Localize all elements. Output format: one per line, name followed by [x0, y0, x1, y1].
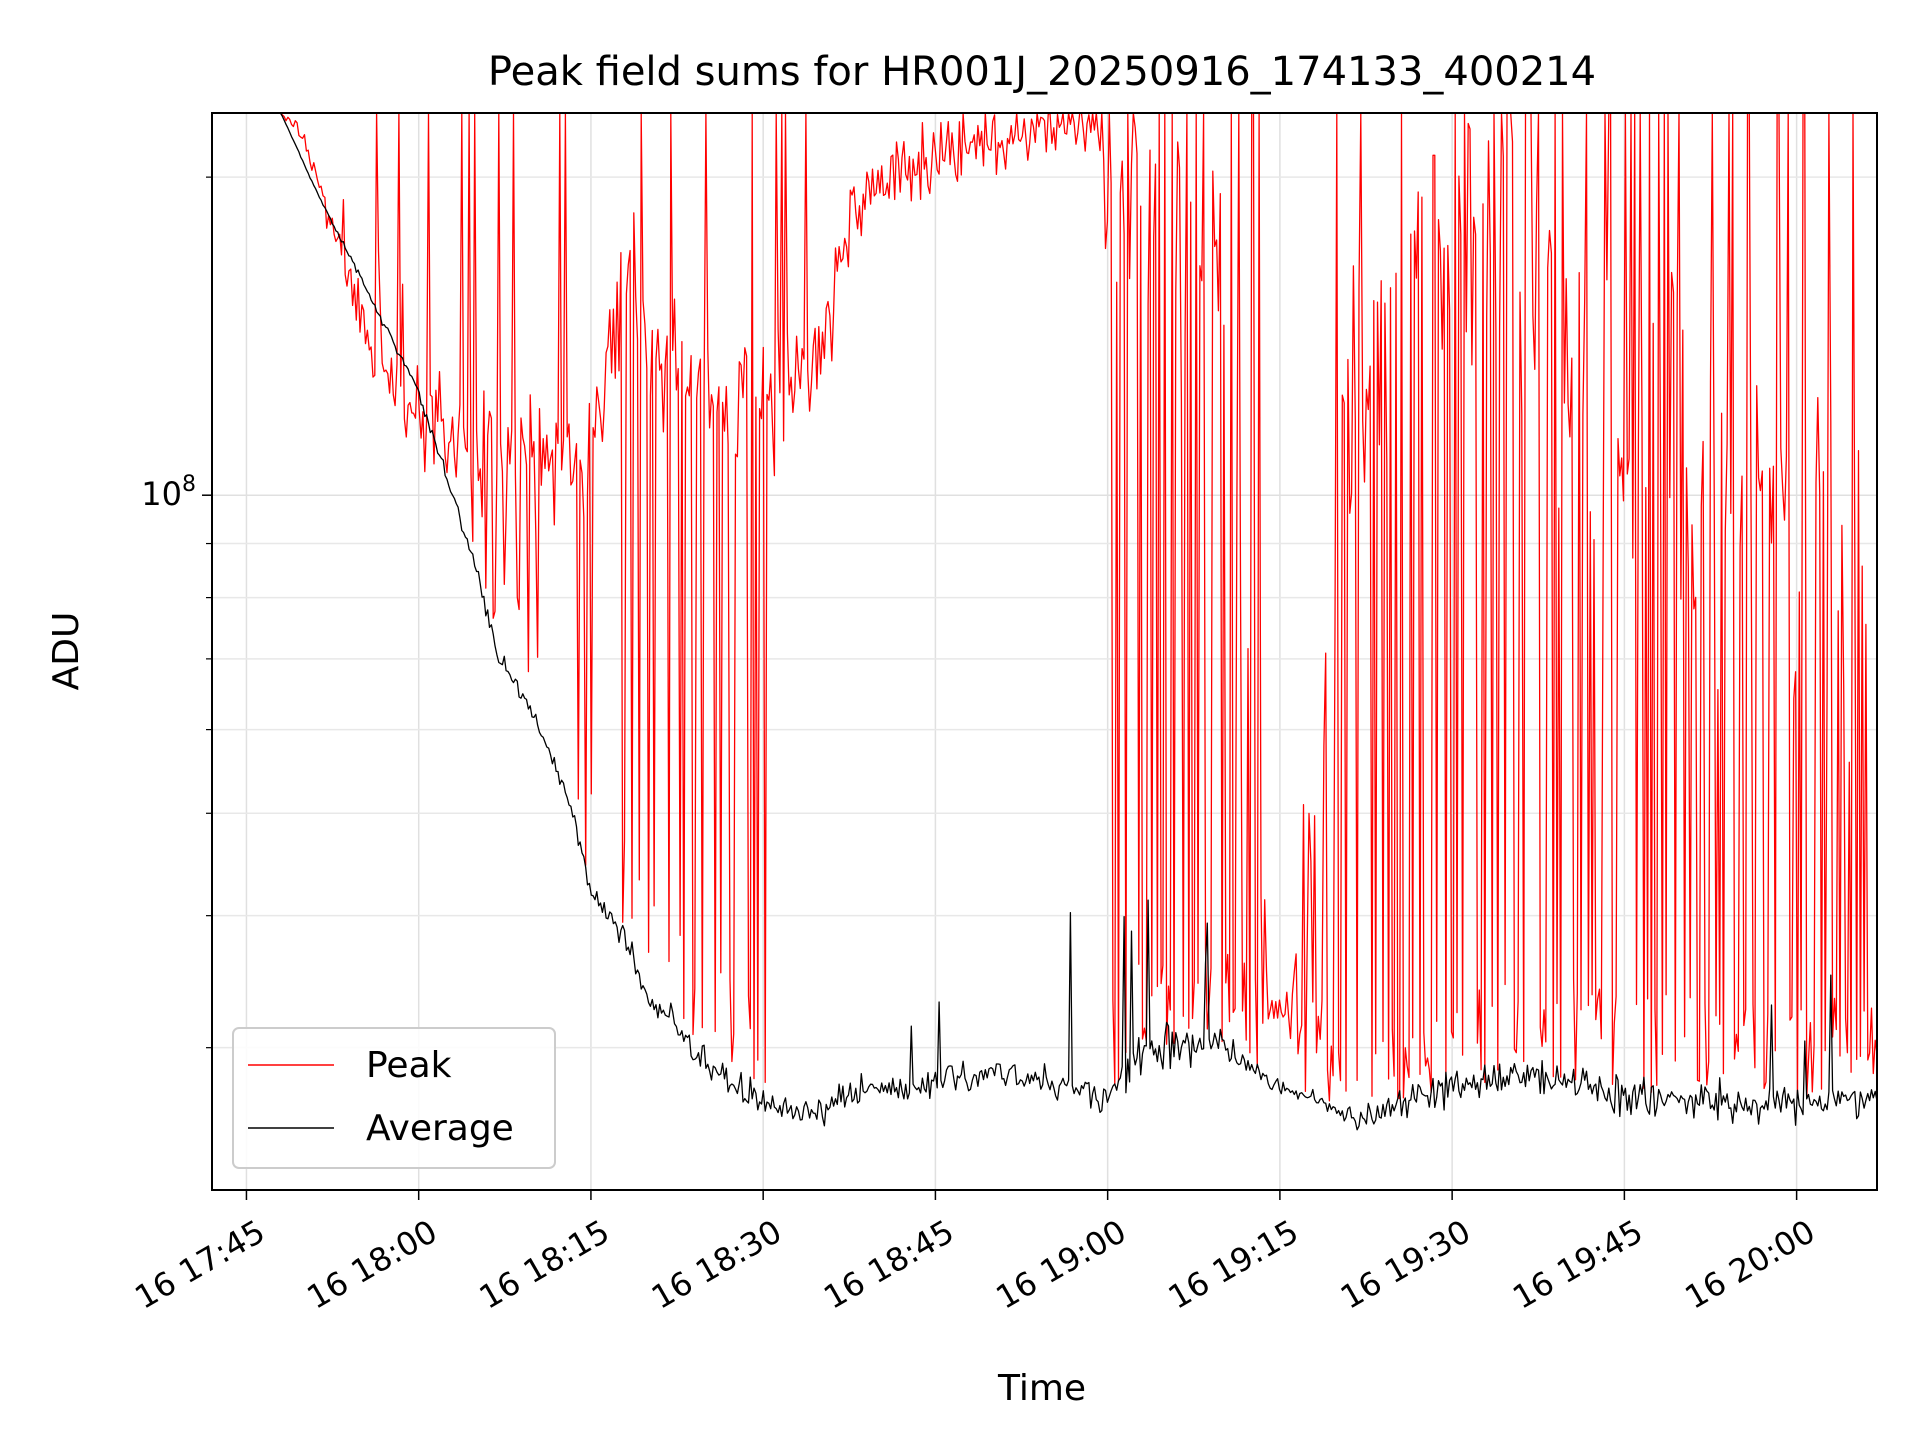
plot-area [212, 113, 1877, 1190]
legend-box [232, 1027, 556, 1169]
series-line-peak [212, 113, 1877, 1102]
legend: Peak Average [232, 1027, 556, 1169]
y-tick-label: 108 [141, 472, 196, 513]
chart-title: Peak field sums for HR001J_20250916_1741… [488, 49, 1596, 95]
series-group [212, 113, 1877, 1131]
grid [212, 113, 1877, 1190]
legend-average-label: Average [366, 1108, 514, 1149]
legend-peak-label: Peak [366, 1045, 452, 1086]
series-line-average [212, 113, 1877, 1131]
y-axis-label: ADU [46, 612, 87, 691]
plot-frame [211, 112, 1878, 1191]
x-axis-label: Time [997, 1368, 1086, 1409]
